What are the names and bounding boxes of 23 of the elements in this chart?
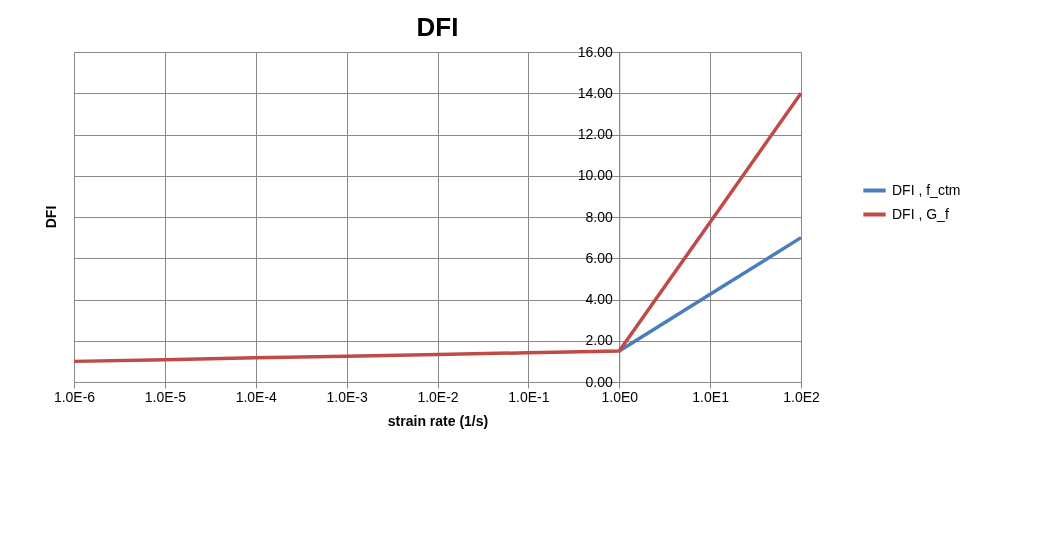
x-tick-label: 1.0E-4: [235, 388, 278, 405]
x-tick-label: 1.0E2: [783, 388, 820, 405]
y-tick-label: 0.00: [585, 373, 613, 390]
chart-title: DFI: [416, 12, 459, 42]
y-tick-label: 4.00: [585, 291, 613, 307]
x-tick-label: 1.0E-2: [417, 388, 459, 405]
y-tick-label: 10.00: [577, 167, 613, 184]
legend-label: DFI , f_ctm: [892, 181, 961, 198]
x-tick-label: 1.0E-5: [144, 388, 187, 405]
x-tick-label: 1.0E-6: [53, 388, 96, 405]
x-tick-label: 1.0E0: [601, 388, 639, 405]
x-tick-label: 1.0E-3: [326, 388, 368, 405]
y-tick-label: 12.00: [577, 126, 613, 142]
x-axis-title: strain rate (1/s): [387, 412, 489, 429]
y-tick-label: 14.00: [577, 84, 613, 101]
legend-label: DFI , G_f: [892, 205, 949, 222]
y-tick-label: 2.00: [585, 332, 613, 349]
y-tick-label: 6.00: [585, 249, 613, 266]
x-tick-label: 1.0E-1: [508, 388, 550, 405]
y-tick-label: 8.00: [585, 208, 613, 225]
y-tick-label: 16.00: [577, 43, 613, 60]
y-axis-title: DFI: [43, 205, 59, 229]
x-tick-label: 1.0E1: [692, 388, 730, 405]
